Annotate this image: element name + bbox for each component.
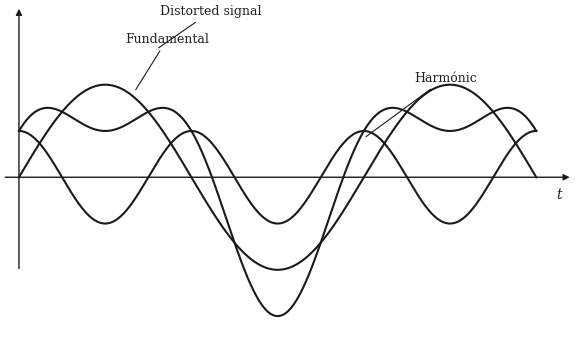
Text: t: t [556, 188, 561, 203]
Text: Fundamental: Fundamental [125, 33, 209, 90]
Text: Distorted signal: Distorted signal [159, 5, 262, 48]
Text: Harmónic: Harmónic [366, 72, 477, 137]
